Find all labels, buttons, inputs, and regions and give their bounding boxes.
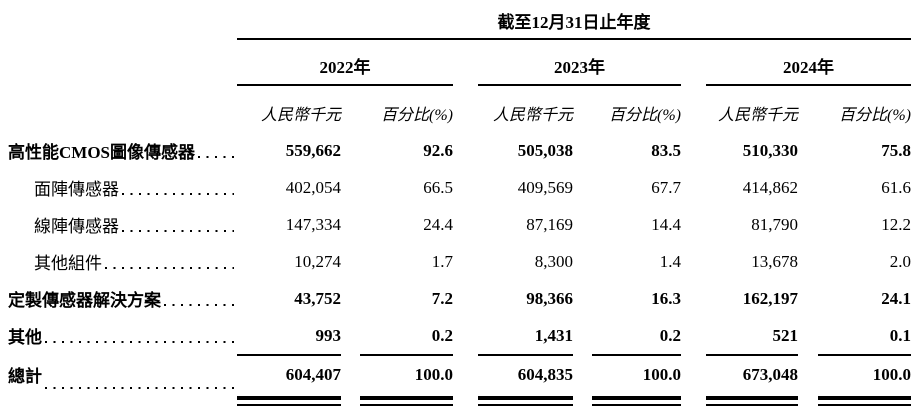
row-label: 面陣傳感器 — [34, 180, 119, 199]
cell-2023-amount: 505,038 — [517, 140, 573, 160]
total-2022-amount: 604,407 — [237, 354, 341, 394]
cell-2024-percent: 0.1 — [889, 325, 911, 345]
cell-2023-amount: 409,569 — [517, 177, 573, 197]
year-header-row: 2022年 2023年 2024年 — [8, 53, 920, 86]
double-rule — [360, 396, 453, 406]
table-header: 截至12月31日止年度 — [8, 8, 920, 40]
cell-2022-percent: 92.6 — [423, 140, 453, 160]
cell-2023-percent: 14.4 — [651, 214, 681, 234]
cell-2024-amount: 510,330 — [742, 140, 798, 160]
total-2023-amount: 604,835 — [478, 354, 573, 394]
cell-2024-amount: 414,862 — [742, 177, 798, 197]
cell-2023-amount: 87,169 — [526, 214, 573, 234]
cell-2024-amount: 521 — [772, 325, 799, 345]
total-2024-amount: 673,048 — [706, 354, 798, 394]
total-2023-percent: 100.0 — [592, 354, 681, 394]
col-header-2024-percent: 百分比(%) — [839, 107, 911, 124]
dot-leader — [122, 230, 234, 232]
col-header-2024-amount: 人民幣千元 — [717, 107, 798, 124]
cell-2022-amount: 559,662 — [285, 140, 341, 160]
cell-2022-percent: 1.7 — [431, 251, 453, 271]
cell-2024-amount: 162,197 — [742, 288, 798, 308]
cell-2023-percent: 16.3 — [651, 288, 681, 308]
cell-2023-percent: 83.5 — [651, 140, 681, 160]
total-2022-percent: 100.0 — [360, 354, 453, 394]
cell-2023-percent: 1.4 — [659, 251, 681, 271]
col-header-2023-percent: 百分比(%) — [609, 107, 681, 124]
cell-2022-percent: 7.2 — [431, 288, 453, 308]
cell-2023-percent: 67.7 — [651, 177, 681, 197]
cell-2022-percent: 24.4 — [423, 214, 453, 234]
cell-2023-amount: 1,431 — [534, 325, 573, 345]
cell-2022-amount: 147,334 — [285, 214, 341, 234]
cell-2024-amount: 81,790 — [751, 214, 798, 234]
rule-spacer — [8, 396, 237, 406]
table-row-total: 總計 604,407 100.0 604,835 100.0 673,048 1… — [8, 354, 920, 394]
dot-leader — [164, 304, 234, 306]
year-header-2024: 2024年 — [706, 53, 911, 86]
col-header-2023-amount: 人民幣千元 — [492, 107, 573, 124]
table-row-other-components: 其他組件 10,274 1.7 8,300 1.4 13,678 2.0 — [8, 243, 920, 280]
total-2024-percent: 100.0 — [818, 354, 911, 394]
cell-2023-amount: 8,300 — [534, 251, 573, 271]
dot-leader — [122, 193, 234, 195]
row-label: 高性能CMOS圖像傳感器 — [8, 143, 195, 162]
cell-2024-amount: 13,678 — [751, 251, 798, 271]
double-rule — [818, 396, 911, 406]
table-row-others: 其他 993 0.2 1,431 0.2 521 0.1 — [8, 317, 920, 354]
header-spacer — [8, 53, 237, 86]
row-label: 定製傳感器解決方案 — [8, 291, 161, 310]
row-label: 線陣傳感器 — [34, 217, 119, 236]
header-spacer — [8, 101, 237, 125]
row-label: 其他 — [8, 328, 42, 347]
row-label: 總計 — [8, 366, 42, 386]
cell-2022-amount: 43,752 — [294, 288, 341, 308]
dot-leader — [45, 387, 234, 389]
table-row-line-array-sensors: 線陣傳感器 147,334 24.4 87,169 14.4 81,790 12… — [8, 206, 920, 243]
double-rule — [237, 396, 341, 406]
dot-leader — [45, 341, 234, 343]
double-rule — [706, 396, 798, 406]
cell-2022-amount: 402,054 — [285, 177, 341, 197]
cell-2023-percent: 0.2 — [659, 325, 681, 345]
dot-leader — [105, 267, 234, 269]
column-header-row: 人民幣千元 百分比(%) 人民幣千元 百分比(%) 人民幣千元 百分比(%) — [8, 101, 920, 125]
cell-2024-percent: 75.8 — [881, 140, 911, 160]
table-row-cmos-sensors: 高性能CMOS圖像傳感器 559,662 92.6 505,038 83.5 5… — [8, 132, 920, 169]
table-title: 截至12月31日止年度 — [237, 8, 911, 40]
double-rule — [592, 396, 681, 406]
col-header-2022-amount: 人民幣千元 — [260, 107, 341, 124]
year-header-2022: 2022年 — [237, 53, 453, 86]
row-label: 其他組件 — [34, 254, 102, 273]
cell-2024-percent: 24.1 — [881, 288, 911, 308]
cell-2024-percent: 12.2 — [881, 214, 911, 234]
dot-leader — [198, 156, 234, 158]
col-header-2022-percent: 百分比(%) — [381, 107, 453, 124]
cell-2022-percent: 0.2 — [431, 325, 453, 345]
table-row-custom-sensor-solutions: 定製傳感器解決方案 43,752 7.2 98,366 16.3 162,197… — [8, 280, 920, 317]
header-spacer — [8, 8, 237, 40]
cell-2022-percent: 66.5 — [423, 177, 453, 197]
cell-2022-amount: 10,274 — [294, 251, 341, 271]
cell-2022-amount: 993 — [315, 325, 342, 345]
total-double-rule — [8, 396, 920, 406]
table-row-area-array-sensors: 面陣傳感器 402,054 66.5 409,569 67.7 414,862 … — [8, 169, 920, 206]
cell-2024-percent: 2.0 — [889, 251, 911, 271]
cell-2024-percent: 61.6 — [881, 177, 911, 197]
cell-2023-amount: 98,366 — [526, 288, 573, 308]
double-rule — [478, 396, 573, 406]
year-header-2023: 2023年 — [478, 53, 681, 86]
